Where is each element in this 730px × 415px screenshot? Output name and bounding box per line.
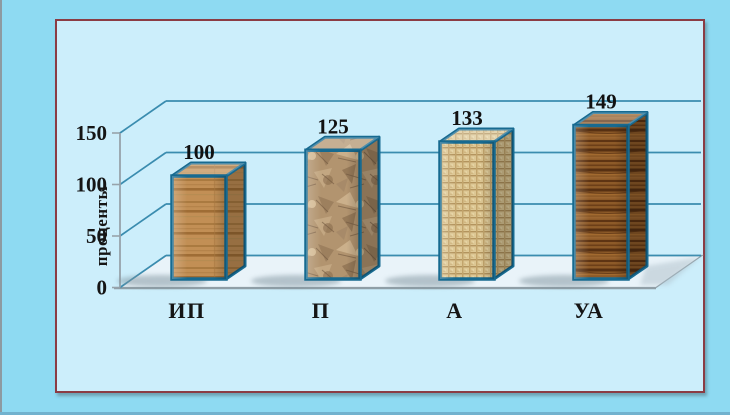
bar-face-front-shade bbox=[306, 150, 360, 279]
bar-face-top-light bbox=[574, 112, 647, 126]
y-axis-tick-label: 0 bbox=[97, 276, 108, 300]
gridline-depth bbox=[119, 100, 167, 134]
image-left-edge-line bbox=[0, 0, 2, 415]
bar-value-label: 133 bbox=[451, 106, 483, 130]
category-label: УА bbox=[574, 298, 605, 323]
y-axis-tick-label: 150 bbox=[76, 121, 108, 145]
floor-corner-shadow bbox=[640, 257, 700, 285]
category-label: П bbox=[312, 298, 331, 323]
bar-А bbox=[385, 127, 515, 287]
bar-face-side-shade bbox=[628, 112, 647, 279]
image-bottom-edge-line bbox=[0, 412, 730, 415]
bar-face-top-light bbox=[306, 137, 379, 151]
gridline-depth bbox=[119, 203, 167, 237]
bar-face-side-shade bbox=[360, 137, 379, 279]
bar-face-side-shade bbox=[494, 129, 513, 279]
bar-value-label: 125 bbox=[317, 114, 349, 138]
category-label: ИП bbox=[168, 298, 205, 323]
bar-face-top-light bbox=[172, 163, 245, 176]
bar-face-side-shade bbox=[226, 163, 245, 279]
bar-ИП bbox=[117, 161, 247, 287]
bar-П bbox=[251, 135, 381, 287]
y-axis-tick-label: 50 bbox=[86, 224, 107, 248]
category-label: А bbox=[446, 298, 463, 323]
bar-УА bbox=[519, 111, 649, 287]
gridline-depth bbox=[119, 151, 167, 186]
y-axis-tick-label: 100 bbox=[76, 173, 108, 197]
bar-value-label: 100 bbox=[183, 140, 215, 164]
bar-value-label: 149 bbox=[585, 90, 617, 114]
bar-face-top-light bbox=[440, 129, 513, 143]
bar-face-front-shade bbox=[172, 176, 226, 279]
bar-face-front-shade bbox=[574, 125, 628, 279]
bar-face-front-shade bbox=[440, 142, 494, 279]
